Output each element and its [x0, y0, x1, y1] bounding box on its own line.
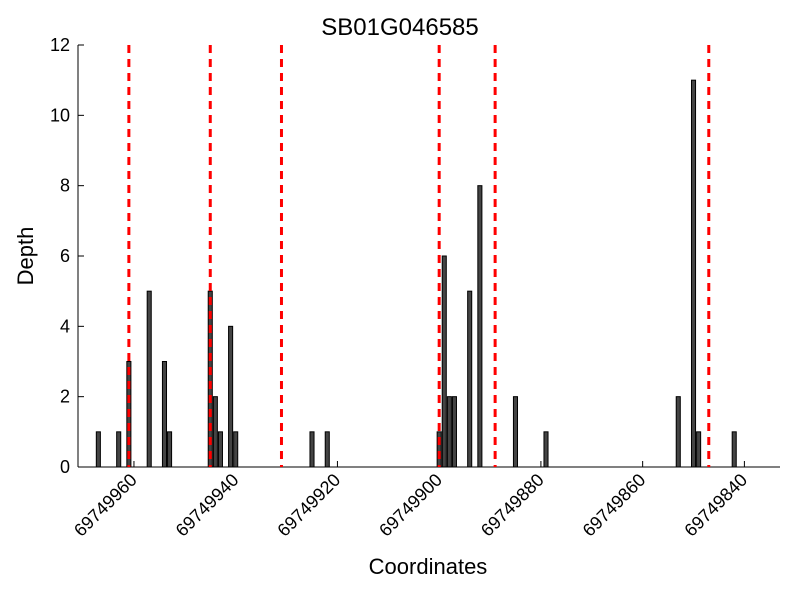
y-tick-label: 8 — [60, 176, 70, 196]
depth-bar — [441, 255, 447, 468]
depth-bar — [161, 361, 168, 468]
depth-bar — [512, 396, 519, 468]
depth-bar — [116, 431, 122, 468]
y-tick-label: 2 — [60, 387, 70, 407]
x-tick-label: 69749900 — [375, 470, 446, 541]
chart-title: SB01G046585 — [321, 14, 479, 41]
x-axis-label: Coordinates — [368, 554, 488, 579]
x-tick-label: 69749840 — [680, 470, 751, 541]
y-tick-label: 6 — [60, 246, 70, 266]
depth-bar — [731, 431, 737, 468]
depth-bar — [690, 79, 697, 468]
y-tick-label: 4 — [60, 316, 70, 336]
x-tick-label: 69749940 — [172, 470, 243, 541]
depth-bar — [217, 431, 223, 468]
depth-bar — [146, 290, 152, 468]
depth-bar — [233, 431, 239, 468]
depth-bar — [696, 431, 702, 468]
y-tick-label: 12 — [50, 35, 70, 55]
depth-bar — [675, 396, 681, 468]
depth-bar — [212, 396, 218, 468]
depth-bar — [324, 431, 330, 468]
depth-bar — [451, 396, 457, 468]
depth-bar — [309, 431, 315, 468]
y-tick-label: 0 — [60, 457, 70, 477]
x-tick-label: 69749960 — [70, 470, 141, 541]
depth-bar — [467, 290, 473, 468]
x-tick-label: 69749860 — [579, 470, 650, 541]
x-tick-label: 69749880 — [477, 470, 548, 541]
x-tick-label: 69749920 — [273, 470, 344, 541]
depth-bar — [543, 431, 549, 468]
depth-bar — [167, 431, 173, 468]
depth-bar — [446, 396, 452, 468]
depth-bar — [95, 431, 101, 468]
depth-bar — [228, 325, 234, 468]
depth-bar — [477, 185, 483, 468]
y-tick-label: 10 — [50, 105, 70, 125]
